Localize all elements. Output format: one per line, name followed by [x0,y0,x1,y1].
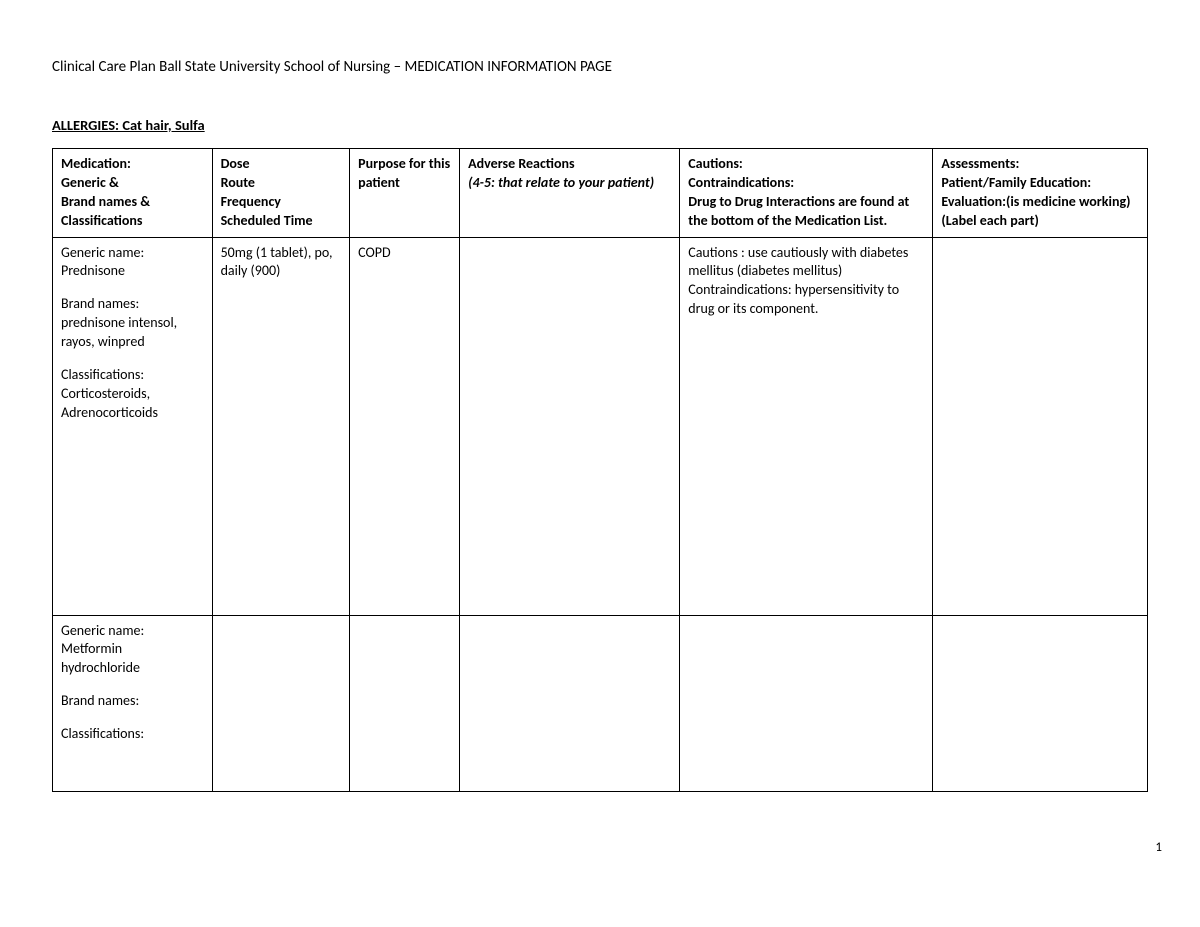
cell-medication: Generic name: Metformin hydrochloride Br… [53,615,213,791]
cell-cautions [680,615,933,791]
cell-dose [212,615,350,791]
cell-adverse [460,615,680,791]
cell-purpose: COPD [350,237,460,615]
col-header-medication: Medication: Generic & Brand names & Clas… [53,149,213,238]
cell-medication: Generic name: Prednisone Brand names: pr… [53,237,213,615]
adverse-header-prefix: Adverse Reactions [468,155,574,172]
brand-label: Brand names: [61,692,139,709]
class-label: Classifications: [61,725,144,742]
brand-value: prednisone intensol, rayos, winpred [61,314,177,350]
col-header-assessments: Assessments: Patient/Family Education: E… [933,149,1148,238]
col-header-purpose: Purpose for this patient [350,149,460,238]
class-value: Corticosteroids, Adrenocorticoids [61,385,158,421]
col-header-dose: Dose Route Frequency Scheduled Time [212,149,350,238]
cell-assessments [933,237,1148,615]
allergies-line: ALLERGIES: Cat hair, Sulfa [52,116,1148,134]
table-row: Generic name: Prednisone Brand names: pr… [53,237,1148,615]
cell-adverse [460,237,680,615]
document-page: Clinical Care Plan Ball State University… [0,0,1200,927]
brand-label: Brand names: [61,295,139,312]
cell-cautions: Cautions : use cautiously with diabetes … [680,237,933,615]
generic-label: Generic name: [61,622,144,639]
cell-purpose [350,615,460,791]
medication-table: Medication: Generic & Brand names & Clas… [52,148,1148,792]
class-label: Classifications: [61,366,144,383]
adverse-header-note: (4-5: that relate to your patient) [468,174,654,191]
table-row: Generic name: Metformin hydrochloride Br… [53,615,1148,791]
cell-assessments [933,615,1148,791]
generic-label: Generic name: [61,244,144,261]
table-header-row: Medication: Generic & Brand names & Clas… [53,149,1148,238]
cell-dose: 50mg (1 tablet), po, daily (900) [212,237,350,615]
page-number: 1 [1155,840,1162,855]
generic-value: Metformin hydrochloride [61,640,140,676]
document-title: Clinical Care Plan Ball State University… [52,58,1148,76]
col-header-cautions: Cautions: Contraindications: Drug to Dru… [680,149,933,238]
generic-value: Prednisone [61,262,125,279]
col-header-adverse: Adverse Reactions (4-5: that relate to y… [460,149,680,238]
